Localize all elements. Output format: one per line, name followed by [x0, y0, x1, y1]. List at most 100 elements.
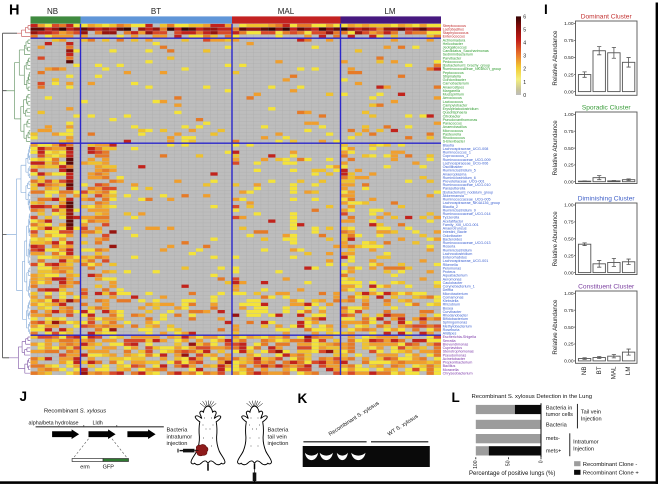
- svg-text:Alistipes: Alistipes: [443, 332, 457, 336]
- svg-text:BT: BT: [151, 7, 161, 16]
- svg-text:Streptococcus: Streptococcus: [443, 24, 467, 28]
- svg-text:NB: NB: [581, 367, 588, 376]
- svg-text:GFP: GFP: [103, 465, 115, 471]
- svg-text:[Eubacterium]_nodatum_group: [Eubacterium]_nodatum_group: [443, 190, 494, 194]
- svg-text:0.75: 0.75: [564, 129, 574, 135]
- svg-text:Rikenella: Rikenella: [443, 263, 459, 267]
- svg-text:injection: injection: [167, 441, 188, 447]
- svg-text:LM: LM: [384, 7, 395, 16]
- svg-text:0.00: 0.00: [564, 270, 574, 276]
- svg-text:Percentage of positive lungs (: Percentage of positive lungs (%): [469, 471, 555, 477]
- svg-text:Bacillus: Bacillus: [443, 364, 456, 368]
- svg-text:Coprococcus_1: Coprococcus_1: [443, 154, 469, 158]
- svg-text:Relative Abundance: Relative Abundance: [552, 30, 559, 86]
- svg-text:Roseria: Roseria: [443, 245, 457, 249]
- svg-text:Lachnospiraceae_UCG-008: Lachnospiraceae_UCG-008: [443, 147, 489, 151]
- svg-text:Rhodanobacter: Rhodanobacter: [443, 313, 469, 317]
- svg-text:Intratumor: Intratumor: [573, 440, 599, 446]
- svg-text:Propionibacterium: Propionibacterium: [443, 361, 473, 365]
- svg-text:Enterorhabdus: Enterorhabdus: [443, 256, 467, 260]
- svg-text:Bifidobacterium: Bifidobacterium: [443, 317, 468, 321]
- svg-text:0.75: 0.75: [564, 220, 574, 226]
- svg-text:MAL: MAL: [278, 7, 295, 16]
- svg-text:Mucispirillum: Mucispirillum: [443, 93, 464, 97]
- svg-text:Bacteria in: Bacteria in: [546, 405, 572, 411]
- svg-text:Aerococcus: Aerococcus: [443, 96, 462, 100]
- svg-text:J: J: [20, 389, 28, 404]
- svg-text:3: 3: [523, 54, 526, 60]
- svg-text:BT: BT: [596, 366, 603, 374]
- svg-text:Recombinant Clone +: Recombinant Clone +: [583, 470, 640, 476]
- svg-text:100: 100: [473, 460, 479, 469]
- svg-text:Ruminiclostridium_9: Ruminiclostridium_9: [443, 208, 476, 212]
- svg-text:Ruminiclostridium: Ruminiclostridium: [443, 248, 472, 252]
- svg-text:Akkermansia: Akkermansia: [443, 194, 465, 198]
- svg-text:Lactobacillus: Lactobacillus: [443, 27, 464, 31]
- svg-text:Peptococcus: Peptococcus: [443, 71, 464, 75]
- svg-text:Tyzzerella: Tyzzerella: [443, 216, 461, 220]
- svg-text:0.50: 0.50: [564, 237, 574, 243]
- svg-text:Moraxella: Moraxella: [443, 368, 460, 372]
- svg-text:Ruminococcaceae_UCG-005: Ruminococcaceae_UCG-005: [443, 198, 491, 202]
- svg-text:5: 5: [523, 27, 526, 33]
- svg-text:0.00: 0.00: [564, 89, 574, 95]
- svg-text:Dominant Cluster: Dominant Cluster: [581, 14, 633, 21]
- svg-text:Pelomonas: Pelomonas: [443, 266, 462, 270]
- svg-text:Family_XIII_UCG-001: Family_XIII_UCG-001: [443, 223, 479, 227]
- svg-text:Aeromonas: Aeromonas: [443, 277, 462, 281]
- svg-text:Lldh: Lldh: [93, 420, 103, 426]
- svg-text:Candidatus_Saccharimonas: Candidatus_Saccharimonas: [443, 49, 489, 53]
- svg-text:H: H: [9, 3, 19, 19]
- svg-text:I: I: [544, 2, 548, 17]
- svg-text:Ruminococcaceae_UCG-013: Ruminococcaceae_UCG-013: [443, 241, 491, 245]
- svg-text:Diminishing Cluster: Diminishing Cluster: [578, 196, 636, 203]
- svg-text:Relative Abundance: Relative Abundance: [552, 211, 559, 267]
- svg-text:0.00: 0.00: [564, 179, 574, 185]
- svg-text:Escherichia-Shigella: Escherichia-Shigella: [443, 335, 477, 339]
- svg-text:Cupriavidus: Cupriavidus: [443, 346, 463, 350]
- svg-text:1.00: 1.00: [564, 112, 574, 118]
- svg-text:4: 4: [523, 41, 526, 47]
- svg-text:Recombinant S. xylosus: Recombinant S. xylosus: [44, 409, 106, 415]
- svg-text:Paracoccus: Paracoccus: [443, 122, 462, 126]
- svg-text:1.00: 1.00: [564, 21, 574, 27]
- svg-text:0.50: 0.50: [564, 325, 574, 331]
- svg-text:0.25: 0.25: [564, 72, 574, 78]
- svg-text:erm: erm: [80, 465, 90, 471]
- svg-text:Ruminococcus_1: Ruminococcus_1: [443, 151, 471, 155]
- svg-text:Aquabacterium: Aquabacterium: [443, 274, 468, 278]
- svg-text:Intestini_Bacte: Intestini_Bacte: [443, 230, 467, 234]
- svg-text:Stigmatella: Stigmatella: [443, 74, 462, 78]
- svg-text:0.25: 0.25: [564, 163, 574, 169]
- svg-text:MAL: MAL: [611, 366, 618, 379]
- svg-text:Bacteroides: Bacteroides: [443, 237, 463, 241]
- svg-text:50: 50: [506, 460, 512, 466]
- svg-text:Pedococcus: Pedococcus: [443, 60, 463, 64]
- svg-text:Acinetobacter: Acinetobacter: [443, 357, 466, 361]
- svg-text:tumor cells: tumor cells: [546, 412, 573, 418]
- svg-text:Citrobacter: Citrobacter: [443, 114, 462, 118]
- svg-text:Pasteurella: Pasteurella: [443, 132, 462, 136]
- svg-text:K: K: [298, 391, 308, 406]
- svg-text:6: 6: [523, 14, 526, 20]
- svg-text:Blautia_2: Blautia_2: [443, 205, 458, 209]
- svg-text:0.00: 0.00: [564, 359, 574, 365]
- svg-text:Carnobacterium: Carnobacterium: [443, 82, 469, 86]
- svg-text:mets-: mets-: [546, 436, 560, 442]
- svg-text:0: 0: [538, 460, 544, 463]
- svg-text:Rhizobium: Rhizobium: [443, 303, 460, 307]
- svg-text:2: 2: [523, 67, 526, 73]
- svg-text:Ruminiclostridium_6: Ruminiclostridium_6: [443, 176, 476, 180]
- svg-text:Bacteria: Bacteria: [167, 428, 189, 434]
- svg-text:injection: injection: [268, 441, 289, 447]
- svg-text:Parasutterella: Parasutterella: [443, 187, 467, 191]
- svg-text:Ruminococcaceae_UCG-014: Ruminococcaceae_UCG-014: [443, 212, 491, 216]
- svg-text:1.00: 1.00: [564, 203, 574, 209]
- svg-text:Gordonibacter: Gordonibacter: [443, 78, 467, 82]
- svg-text:Lachnospiraceae_NK4A136_group: Lachnospiraceae_NK4A136_group: [443, 201, 500, 205]
- svg-text:Prevotellaceae_UCG-001: Prevotellaceae_UCG-001: [443, 179, 485, 183]
- svg-text:Recombinant Clone -: Recombinant Clone -: [583, 462, 638, 468]
- svg-text:mets+: mets+: [546, 448, 561, 454]
- svg-text:Bacteria: Bacteria: [268, 428, 290, 434]
- svg-text:Microbacterium: Microbacterium: [443, 292, 468, 296]
